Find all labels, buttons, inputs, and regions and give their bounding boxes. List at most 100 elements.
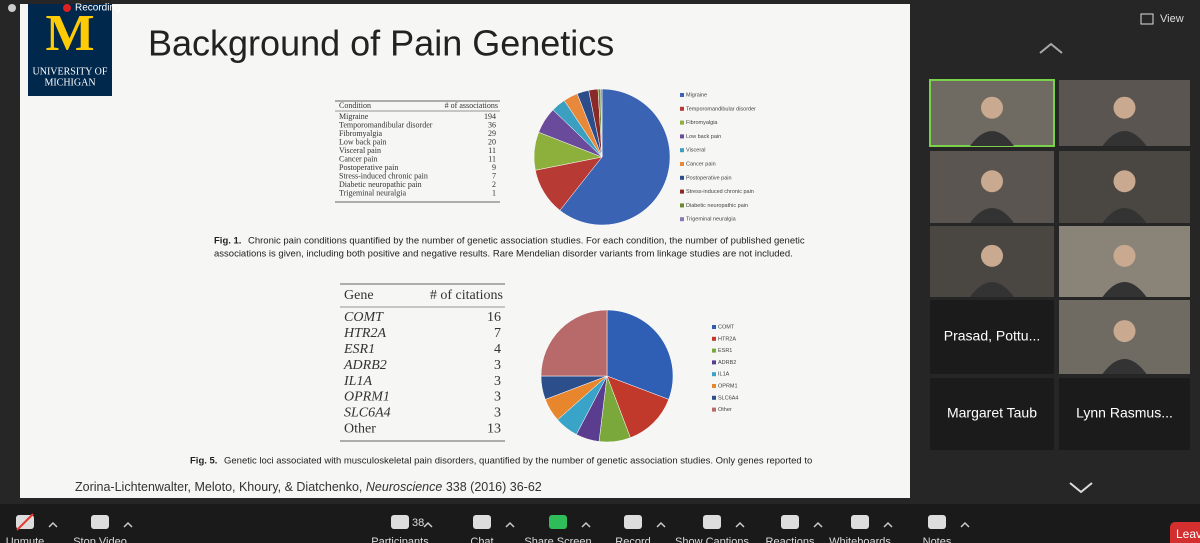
participant-head: [981, 244, 1003, 267]
participant-head: [1113, 170, 1136, 193]
table-cell: SLC6A4: [344, 406, 391, 421]
slide-title: Background of Pain Genetics: [148, 23, 614, 64]
logo-box: [28, 4, 112, 96]
legend-label: Migraine: [686, 92, 707, 98]
caption: Chronic pain conditions quantified by th…: [248, 236, 805, 247]
table-cell: 20: [488, 137, 496, 146]
toolbar-label: Share Screen: [524, 536, 591, 543]
legend-swatch: [680, 203, 684, 208]
toolbar-caret[interactable]: [505, 521, 515, 528]
table-cell: 11: [488, 154, 496, 163]
legend-swatch: [680, 106, 684, 111]
participant-name: Margaret Taub: [947, 405, 1037, 421]
table-cell: 3: [494, 374, 501, 389]
toolbar-label: Leave: [1176, 527, 1200, 541]
pie-slice: [559, 88, 671, 226]
toolbar-icon[interactable]: [624, 515, 642, 529]
legend-label: HTR2A: [718, 336, 736, 342]
toolbar-icon[interactable]: [928, 515, 946, 529]
toolbar-caret[interactable]: [423, 521, 433, 528]
participant-body: [970, 282, 1014, 297]
legend-swatch: [712, 336, 716, 341]
table-cell: COMT: [344, 310, 384, 325]
table-cell: OPRM1: [344, 390, 390, 405]
legend-label: ESR1: [718, 348, 732, 354]
legend-swatch: [712, 384, 716, 388]
legend-label: Other: [718, 407, 732, 413]
toolbar-caret[interactable]: [883, 521, 893, 528]
legend-swatch: [712, 360, 716, 365]
toolbar-icon[interactable]: [851, 515, 869, 529]
legend-swatch: [680, 217, 684, 222]
toolbar-caret[interactable]: [656, 521, 666, 528]
table-cell: 29: [488, 129, 496, 138]
table-cell: Cancer pain: [339, 154, 377, 163]
participant-head: [981, 170, 1003, 193]
scroll-down[interactable]: [1069, 482, 1093, 494]
participant-head: [1113, 320, 1136, 343]
table-cell: 4: [494, 342, 501, 357]
toolbar-icon[interactable]: [391, 515, 409, 529]
toolbar-caret[interactable]: [960, 521, 970, 528]
legend-swatch: [712, 407, 716, 412]
legend-label: OPRM1: [718, 383, 738, 389]
toolbar-caret[interactable]: [48, 521, 58, 528]
table-cell: Fibromyalgia: [339, 129, 383, 138]
table-cell: Temporomandibular disorder: [339, 120, 433, 129]
legend-label: SLC6A4: [718, 395, 739, 401]
toolbar-label: Record: [615, 536, 650, 543]
participant-name: Lynn Rasmus...: [1076, 405, 1173, 421]
legend-swatch: [680, 175, 684, 180]
table-cell: Other: [344, 422, 376, 437]
toolbar-items: Unmute Stop Video 38 Participants Chat Share …: [6, 513, 1200, 543]
toolbar-caret[interactable]: [123, 521, 133, 528]
toolbar-label: Whiteboards: [829, 536, 891, 543]
legend-label: Visceral: [686, 148, 705, 154]
leave-button[interactable]: [1170, 522, 1200, 543]
caption: associations is given, including both po…: [214, 249, 793, 260]
view-button[interactable]: View: [1160, 13, 1184, 25]
table-cell: 9: [492, 163, 496, 172]
legend-label: Low back pain: [686, 134, 721, 140]
mute-slash: [16, 513, 34, 531]
participant-grid: Prasad, Pottu... Margaret Taub Lynn Rasmus…: [929, 79, 1190, 450]
toolbar-caret[interactable]: [813, 521, 823, 528]
toolbar-icon[interactable]: [781, 515, 799, 529]
table-cell: Migraine: [339, 112, 369, 121]
legend-label: Fibromyalgia: [686, 120, 718, 126]
participant-body: [970, 131, 1014, 146]
citation-part: 338 (2016) 36-62: [446, 480, 542, 494]
toolbar-caret[interactable]: [735, 521, 745, 528]
toolbar-label: Reactions: [766, 536, 815, 543]
legend-label: Trigeminal neuralgia: [686, 217, 737, 223]
scroll-up[interactable]: [1039, 42, 1063, 54]
legend-label: Stress-induced chronic pain: [686, 189, 754, 195]
table-header: # of associations: [445, 101, 498, 110]
legend-swatch: [680, 134, 684, 139]
logo-name: MICHIGAN: [44, 77, 95, 88]
toolbar-icon[interactable]: [549, 515, 567, 529]
table-cell: IL1A: [343, 374, 372, 389]
toolbar-label: Chat: [470, 536, 493, 543]
legend-swatch: [680, 148, 684, 153]
toolbar-icon[interactable]: [473, 515, 491, 529]
toolbar-caret[interactable]: [581, 521, 591, 528]
legend-swatch: [712, 372, 716, 377]
participant-head: [1113, 244, 1136, 267]
citation: Zorina-Lichtenwalter, Meloto, Khoury, & …: [75, 480, 542, 494]
toolbar-icon[interactable]: [703, 515, 721, 529]
table-cell: Diabetic neuropathic pain: [339, 180, 422, 189]
toolbar-icon[interactable]: [91, 515, 109, 529]
table-cell: ADRB2: [343, 358, 387, 373]
legend-swatch: [680, 189, 684, 194]
table-cell: 3: [494, 358, 501, 373]
table-cell: Visceral pain: [339, 146, 381, 155]
legend-label: Cancer pain: [686, 161, 716, 167]
table-cell: 36: [488, 120, 496, 129]
participant-head: [981, 96, 1003, 119]
table-cell: 13: [487, 422, 501, 437]
participant-body: [1102, 131, 1147, 146]
table-cell: 7: [494, 326, 501, 341]
